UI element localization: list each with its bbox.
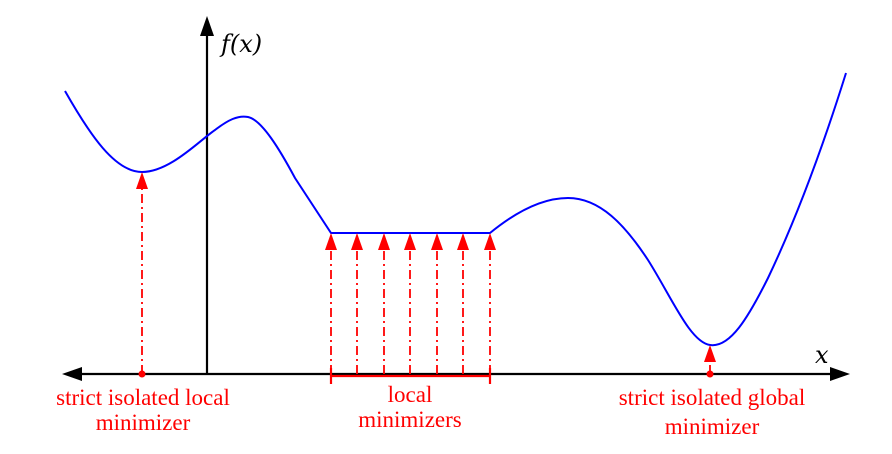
strict-local-label-line2: minimizer <box>96 410 191 435</box>
strict-local-label-line1: strict isolated local <box>56 385 230 410</box>
local-minimizer-arrow <box>404 233 416 374</box>
strict-global-label-line1: strict isolated global <box>619 385 806 410</box>
local-minimizer-arrow <box>484 233 496 374</box>
local-minimizer-arrows <box>325 233 496 374</box>
y-axis <box>200 16 214 374</box>
local-minimizer-arrow <box>431 233 443 374</box>
strict-global-label-line2: minimizer <box>665 414 760 439</box>
strict-local-minimizer-marker <box>136 172 148 378</box>
y-axis-label: f(x) <box>219 30 262 58</box>
local-minimizer-arrow <box>325 233 337 374</box>
local-minimizers-label-line1: local <box>388 382 433 407</box>
local-minimizer-arrow <box>457 233 469 374</box>
local-minimizer-arrow <box>378 233 390 374</box>
strict-global-minimizer-marker <box>704 345 716 378</box>
function-curve <box>64 72 847 347</box>
local-minimizer-arrow <box>351 233 363 374</box>
x-axis-label: x <box>815 341 829 369</box>
x-axis <box>62 367 850 381</box>
local-minimizers-label-line2: minimizers <box>358 407 462 432</box>
